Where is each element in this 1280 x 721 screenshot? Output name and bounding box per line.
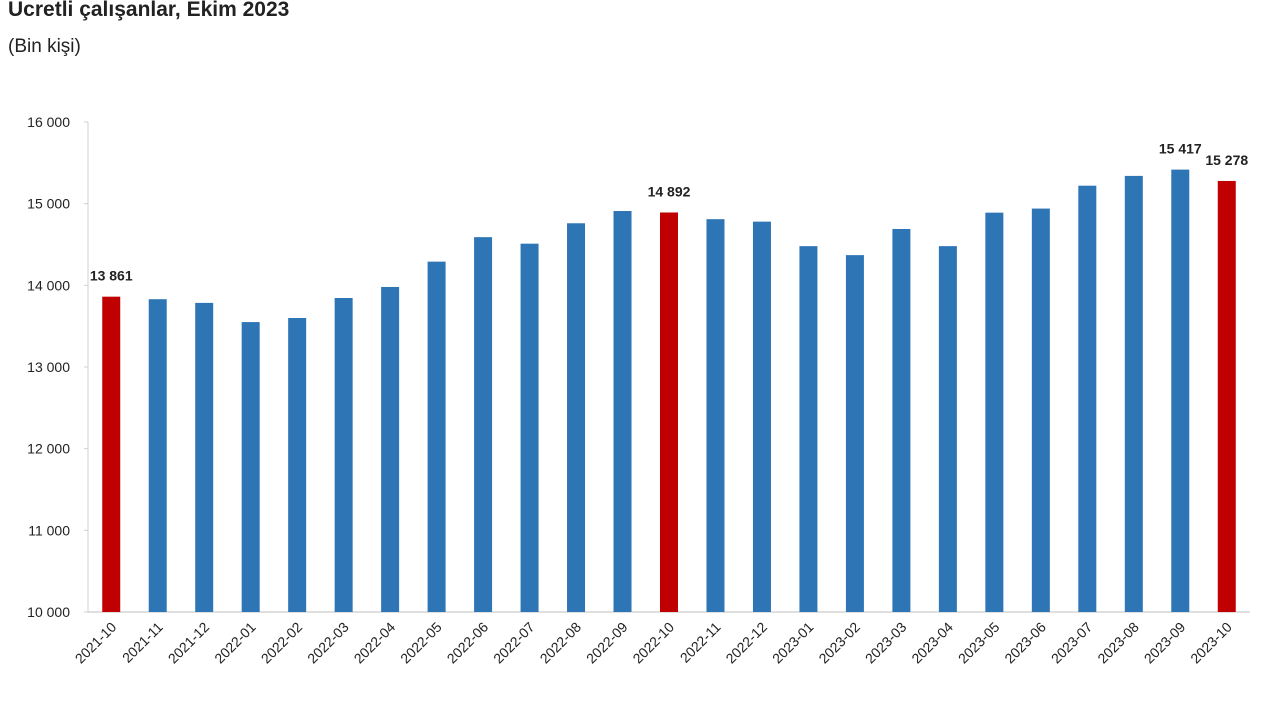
bar: [985, 212, 1004, 612]
bar: [567, 223, 586, 612]
value-label: 15 278: [1205, 152, 1248, 168]
bar: [799, 246, 818, 612]
x-tick-label: 2023-03: [862, 619, 910, 667]
x-tick-label: 2022-08: [537, 619, 585, 667]
x-tick-label: 2023-07: [1048, 619, 1096, 667]
bar: [938, 246, 957, 612]
bar: [1031, 208, 1050, 613]
value-label: 13 861: [90, 268, 133, 284]
x-tick-label: 2023-05: [955, 619, 1003, 667]
bar: [660, 212, 678, 612]
y-tick-label: 11 000: [28, 522, 70, 538]
x-tick-label: 2021-12: [165, 619, 213, 667]
bar: [752, 221, 771, 612]
x-tick-label: 2022-04: [351, 619, 399, 667]
bar: [1171, 169, 1190, 612]
y-tick-label: 16 000: [27, 114, 70, 130]
bar: [427, 261, 446, 612]
x-tick-label: 2022-05: [397, 619, 445, 667]
x-tick-label: 2022-09: [583, 619, 631, 667]
x-tick-label: 2022-02: [258, 619, 306, 667]
x-tick-label: 2022-06: [444, 619, 492, 667]
x-tick-label: 2023-09: [1141, 619, 1189, 667]
bar: [520, 243, 539, 612]
x-tick-label: 2023-02: [815, 619, 863, 667]
chart-title: Ücretli çalışanlar, Ekim 2023: [8, 0, 289, 21]
x-tick-label: 2021-10: [72, 619, 120, 667]
x-tick-label: 2022-11: [677, 619, 724, 666]
y-tick-label: 13 000: [27, 359, 70, 375]
x-tick-label: 2022-10: [629, 619, 677, 667]
bar: [102, 296, 121, 612]
bar: [613, 211, 632, 612]
bar: [241, 322, 260, 612]
bar: [1217, 180, 1236, 613]
bar: [334, 297, 353, 612]
x-tick-label: 2022-12: [722, 619, 770, 667]
y-tick-label: 15 000: [27, 196, 70, 212]
bar: [474, 237, 493, 612]
bar: [845, 255, 864, 612]
bar: [288, 318, 307, 612]
value-label: 14 892: [648, 183, 691, 199]
x-tick-label: 2022-01: [211, 619, 259, 667]
y-tick-label: 12 000: [27, 441, 70, 457]
bar: [1078, 185, 1097, 612]
x-tick-label: 2023-06: [1001, 619, 1049, 667]
x-tick-label: 2021-11: [119, 619, 166, 666]
bar: [706, 219, 725, 612]
bar: [892, 228, 911, 612]
x-tick-label: 2023-04: [908, 619, 956, 667]
x-tick-label: 2023-08: [1094, 619, 1142, 667]
x-tick-label: 2023-01: [769, 619, 817, 667]
bar: [195, 302, 214, 612]
y-tick-label: 10 000: [27, 604, 70, 620]
x-tick-label: 2023-10: [1187, 619, 1235, 667]
bar: [1124, 175, 1143, 612]
chart-subtitle: (Bin kişi): [8, 36, 81, 57]
x-tick-label: 2022-03: [304, 619, 352, 667]
bar: [381, 286, 400, 612]
value-label: 15 417: [1159, 141, 1202, 157]
bar: [148, 299, 167, 612]
x-tick-label: 2022-07: [490, 619, 538, 667]
y-tick-label: 14 000: [27, 277, 70, 293]
